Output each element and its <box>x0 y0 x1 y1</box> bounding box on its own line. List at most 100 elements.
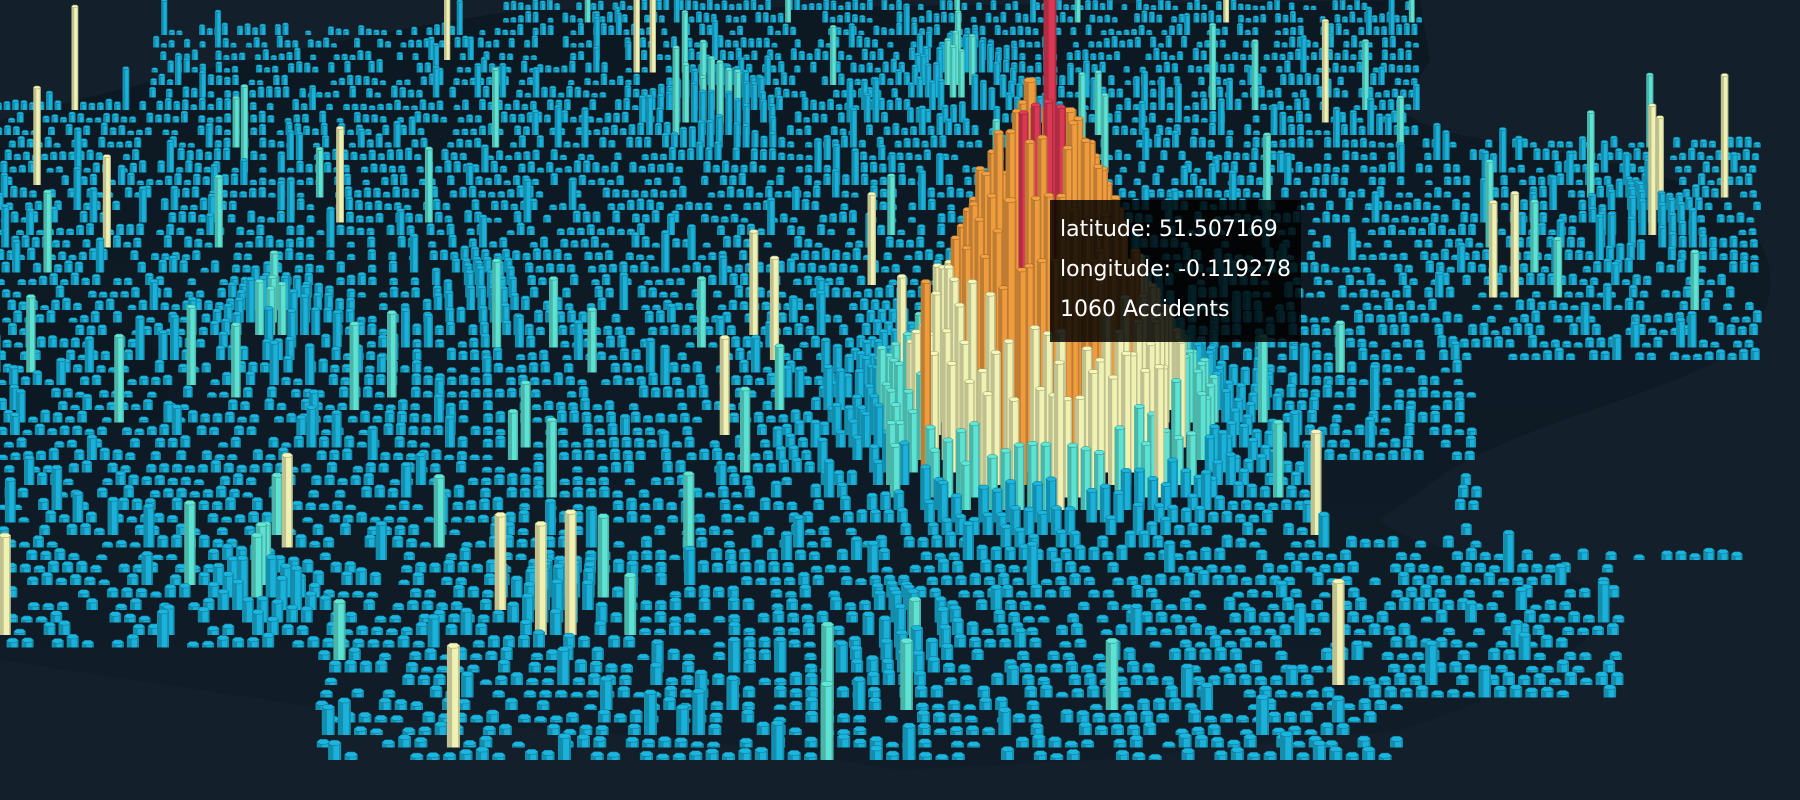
hexagon-column-top <box>1259 103 1268 107</box>
hexagon-column-top <box>927 125 936 129</box>
hexagon-column-top <box>706 24 714 28</box>
hexagon-column-top <box>1171 5 1179 9</box>
hexagon-column-top <box>769 14 777 18</box>
hexagon-column-highlight <box>494 69 498 148</box>
hexagon-column-highlight <box>379 105 383 110</box>
hexagon-column-top <box>1069 26 1077 30</box>
hexagon-column-highlight <box>673 37 677 48</box>
hexagon-column-highlight <box>1019 84 1023 98</box>
hexagon-column-highlight <box>477 116 481 123</box>
hexagon-column-top <box>1371 15 1379 18</box>
hexagon-column-highlight <box>498 151 503 160</box>
hexagon-column-top <box>706 119 715 123</box>
hexagon-column-highlight <box>641 29 644 35</box>
hexagon-column-highlight <box>1284 43 1287 48</box>
hexagon-column-top <box>985 12 992 16</box>
hexagon-column-top <box>17 136 26 140</box>
hexagon-column-top <box>699 75 707 79</box>
hexagon-column-highlight <box>628 69 631 73</box>
hexagon-column-highlight <box>428 28 432 35</box>
hexagon-column-highlight <box>603 24 606 35</box>
hexagon-column-top <box>952 30 960 34</box>
hexagon-column-highlight <box>119 143 123 148</box>
hexagon-column-top <box>1155 14 1163 18</box>
hexagon-column-top <box>1287 138 1296 142</box>
hexagon-column-highlight <box>296 115 300 123</box>
hexagon-column-highlight <box>868 125 872 135</box>
hexagon-column-top <box>199 40 207 44</box>
hexagon-column-top <box>808 2 816 6</box>
hexagon-column-highlight <box>587 0 590 23</box>
hexagon-column-top <box>1191 101 1200 106</box>
hexagon-column-highlight <box>1250 66 1253 85</box>
hexagon-column-highlight <box>936 25 940 35</box>
hexagon-column-top <box>531 35 539 38</box>
hexagon-column-highlight <box>833 1 836 10</box>
hexagon-column-highlight <box>906 4 909 35</box>
hexagon-column-top <box>877 144 886 148</box>
hexagon-column-highlight <box>1159 126 1163 135</box>
hexagon-column-top <box>1469 148 1478 153</box>
hexagon-column-top <box>411 52 420 56</box>
hexagon-column-highlight <box>509 54 513 60</box>
hexagon-column-highlight <box>511 39 514 48</box>
hexagon-column-highlight <box>653 154 657 160</box>
hexagon-column-highlight <box>1291 37 1295 48</box>
hexagon-column-top <box>314 40 323 44</box>
hexagon-column-highlight <box>861 65 864 73</box>
hexagon-column-top <box>740 15 747 18</box>
hexagon-column-top <box>692 0 699 4</box>
hexagon-column-highlight <box>889 43 893 48</box>
hexagon-column-highlight <box>270 116 274 123</box>
hexagon-column[interactable] <box>0 103 2 110</box>
hexagon-column-highlight <box>956 124 960 135</box>
hexagon-column-highlight <box>176 102 180 110</box>
hexagon-column-top <box>649 87 657 91</box>
hexagon-column-top <box>55 166 64 170</box>
hexagon-column-highlight <box>86 126 90 135</box>
hexagon-column-highlight <box>643 90 647 98</box>
hexagon-column-top <box>953 123 962 127</box>
hexagon-column-highlight <box>1276 0 1280 10</box>
hexagon-column-highlight <box>1208 152 1212 160</box>
hexagon-column-top <box>835 26 843 30</box>
hexagon-column-highlight <box>1297 50 1301 60</box>
hexagon-column-highlight <box>520 16 523 23</box>
hexagon-column-top <box>978 39 986 43</box>
hexagon-column-highlight <box>45 117 49 123</box>
hexagon-column-highlight <box>1299 18 1303 23</box>
hexagon-column-highlight <box>298 62 302 73</box>
hexagon-column-highlight <box>1226 152 1231 160</box>
hexagon-column-top <box>522 150 531 155</box>
hexagon-column-highlight <box>1307 41 1310 48</box>
hexagon-column-highlight <box>235 92 239 98</box>
hexagon-column-highlight <box>1386 91 1389 98</box>
hexagon-column-top <box>1252 115 1261 119</box>
hexagon-column-highlight <box>507 68 511 73</box>
hexagon-column-top <box>821 76 829 80</box>
hexagon-column-top <box>1017 75 1026 79</box>
hexagon-column-highlight <box>183 112 187 123</box>
hexagon-column-top <box>236 25 244 29</box>
hexagon-column-highlight <box>505 77 508 85</box>
hexagon-column-highlight <box>618 13 621 36</box>
hexagon-column-highlight <box>352 87 355 98</box>
hexagon-column-top <box>1159 149 1168 154</box>
hexagon-column-top <box>821 10 829 14</box>
hexagon-column-top <box>362 75 371 79</box>
hexagon-column-highlight <box>1436 124 1440 160</box>
hexagon-column-highlight <box>602 93 606 98</box>
hexagon-column-highlight <box>452 88 456 98</box>
hexagon-column-highlight <box>529 113 533 123</box>
hexagon-column-top <box>1314 130 1323 134</box>
hexagon-column-top <box>1089 53 1097 57</box>
hexagon-column-top <box>624 40 632 44</box>
hexagon-column-highlight <box>193 89 197 98</box>
hexagon-column-highlight <box>455 130 459 135</box>
hexagon-column-top <box>798 50 806 54</box>
hexagon-column-top <box>364 50 372 54</box>
hexagon-column-highlight <box>1262 105 1266 110</box>
hexagon-column-highlight <box>663 29 667 35</box>
